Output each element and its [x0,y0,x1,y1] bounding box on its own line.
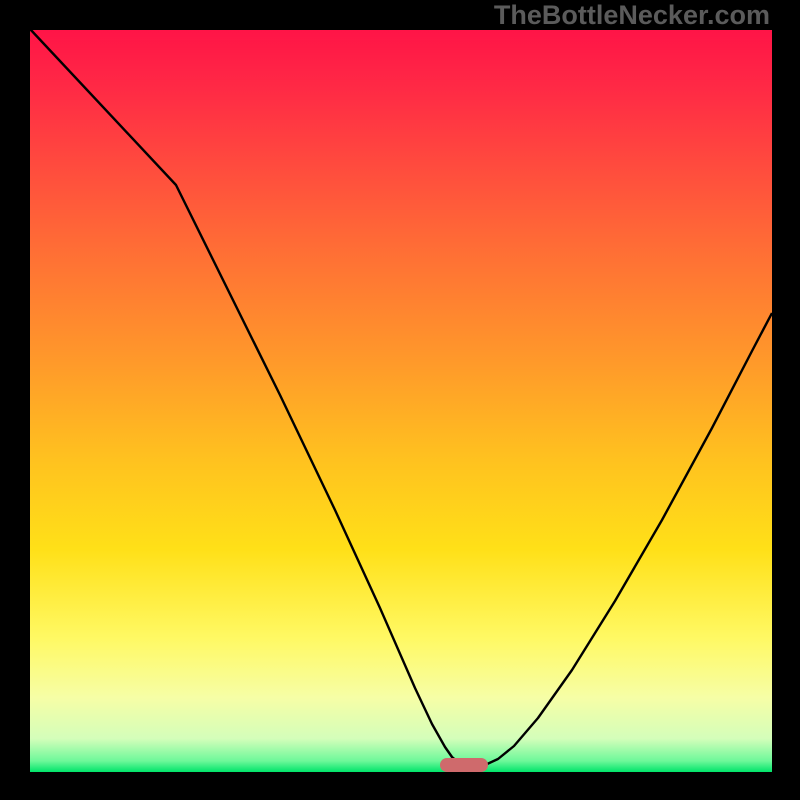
chart-canvas: TheBottleNecker.com [0,0,800,800]
watermark-text: TheBottleNecker.com [494,0,770,31]
plot-area [30,30,772,772]
